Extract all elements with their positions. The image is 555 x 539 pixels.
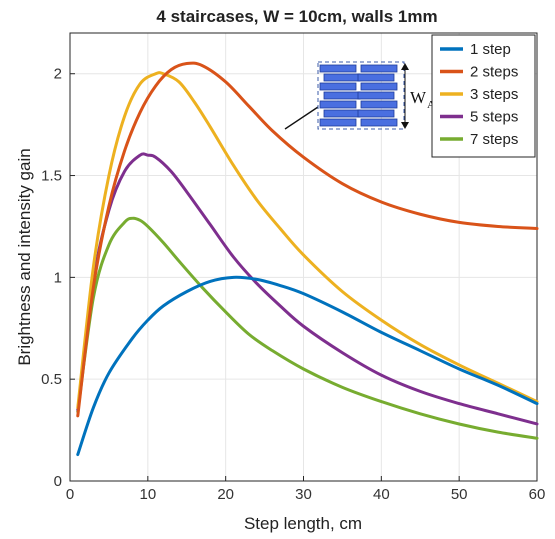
inset-plate (360, 82, 398, 91)
series-line-3-steps (76, 71, 539, 410)
series-line-2-steps (76, 61, 539, 418)
inset-plate (323, 73, 361, 82)
inset-plate (360, 64, 398, 73)
inset-plate (319, 82, 357, 91)
y-tick-label: 2 (54, 66, 62, 83)
inset-arrow-up (401, 63, 409, 70)
inset-plate (357, 109, 395, 118)
legend-label-1-step: 1 step (470, 41, 511, 58)
y-axis-label: Brightness and intensity gain (15, 148, 34, 365)
legend-label-5-steps: 5 steps (470, 109, 518, 126)
inset-plate (319, 118, 357, 127)
x-tick-label: 50 (451, 486, 468, 503)
chart-title: 4 staircases, W = 10cm, walls 1mm (156, 7, 437, 26)
series-line-1-step (76, 275, 539, 457)
inset-staircase-right (357, 64, 398, 127)
x-tick-label: 10 (139, 486, 156, 503)
inset-plate (357, 91, 395, 100)
legend-box (431, 34, 536, 158)
y-tick-label: 0 (54, 473, 62, 490)
staircase-inset-diagram: W A (284, 61, 435, 130)
y-tick-label: 1.5 (41, 168, 62, 185)
x-tick-label: 60 (529, 486, 546, 503)
x-tick-label: 20 (217, 486, 234, 503)
x-tick-label: 0 (66, 486, 74, 503)
inset-plate (319, 100, 357, 109)
inset-width-label: W (410, 88, 427, 107)
inset-plate (319, 64, 357, 73)
x-tick-label: 30 (295, 486, 312, 503)
inset-width-subscript: A (427, 99, 435, 111)
inset-plate (360, 100, 398, 109)
x-tick-label: 40 (373, 486, 390, 503)
y-tick-label: 0.5 (41, 371, 62, 388)
legend-label-3-steps: 3 steps (470, 86, 518, 103)
inset-plate (323, 109, 361, 118)
inset-dashed-outline (317, 61, 405, 130)
inset-staircase-left (319, 64, 361, 127)
x-axis-label: Step length, cm (244, 514, 362, 533)
inset-plate (323, 91, 361, 100)
y-tick-label: 1 (54, 269, 62, 286)
inset-plate (360, 118, 398, 127)
axis-ticks: 0 10 20 30 40 50 60 0 0.5 1 1.5 2 (41, 66, 545, 503)
legend: 1 step 2 steps 3 steps 5 steps 7 steps (431, 34, 536, 158)
inset-pointer-line (284, 106, 319, 130)
data-lines (76, 61, 539, 457)
legend-label-2-steps: 2 steps (470, 64, 518, 81)
inset-plate (357, 73, 395, 82)
inset-arrow-down (401, 122, 409, 129)
series-line-5-steps (76, 152, 539, 426)
series-line-7-steps (76, 216, 539, 440)
legend-label-7-steps: 7 steps (470, 131, 518, 148)
